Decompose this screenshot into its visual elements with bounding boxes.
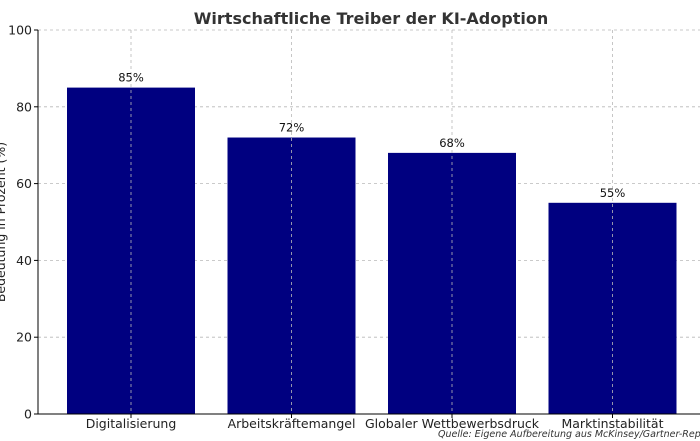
data-label: 55% bbox=[600, 186, 626, 200]
y-axis-label: Bedeutung in Prozent (%) bbox=[0, 142, 8, 302]
y-tick-labels: 0 20 40 60 80 100 bbox=[8, 23, 32, 422]
chart-title: Wirtschaftliche Treiber der KI-Adoption bbox=[194, 9, 548, 28]
x-tick-label: Arbeitskräftemangel bbox=[228, 416, 356, 431]
data-label: 72% bbox=[279, 121, 305, 135]
y-tick-label: 20 bbox=[16, 330, 32, 345]
data-label: 85% bbox=[118, 71, 144, 85]
source-note: Quelle: Eigene Aufbereitung aus McKinsey… bbox=[438, 429, 700, 440]
axes bbox=[34, 29, 700, 418]
x-tick-labels: Digitalisierung Arbeitskräftemangel Global… bbox=[86, 416, 664, 431]
x-tick-label: Digitalisierung bbox=[86, 416, 177, 431]
y-tick-label: 60 bbox=[16, 176, 32, 191]
y-tick-label: 80 bbox=[16, 99, 32, 114]
data-labels: 85% 72% 68% 55% bbox=[118, 30, 625, 414]
y-tick-label: 40 bbox=[16, 253, 32, 268]
x-tick-label: Marktinstabilität bbox=[561, 416, 663, 431]
bars-group bbox=[67, 87, 677, 414]
x-tick-label: Globaler Wettbewerbsdruck bbox=[365, 416, 540, 431]
y-tick-label: 100 bbox=[8, 23, 32, 38]
y-tick-label: 0 bbox=[24, 407, 32, 422]
bar bbox=[67, 87, 195, 414]
data-label: 68% bbox=[439, 136, 465, 150]
